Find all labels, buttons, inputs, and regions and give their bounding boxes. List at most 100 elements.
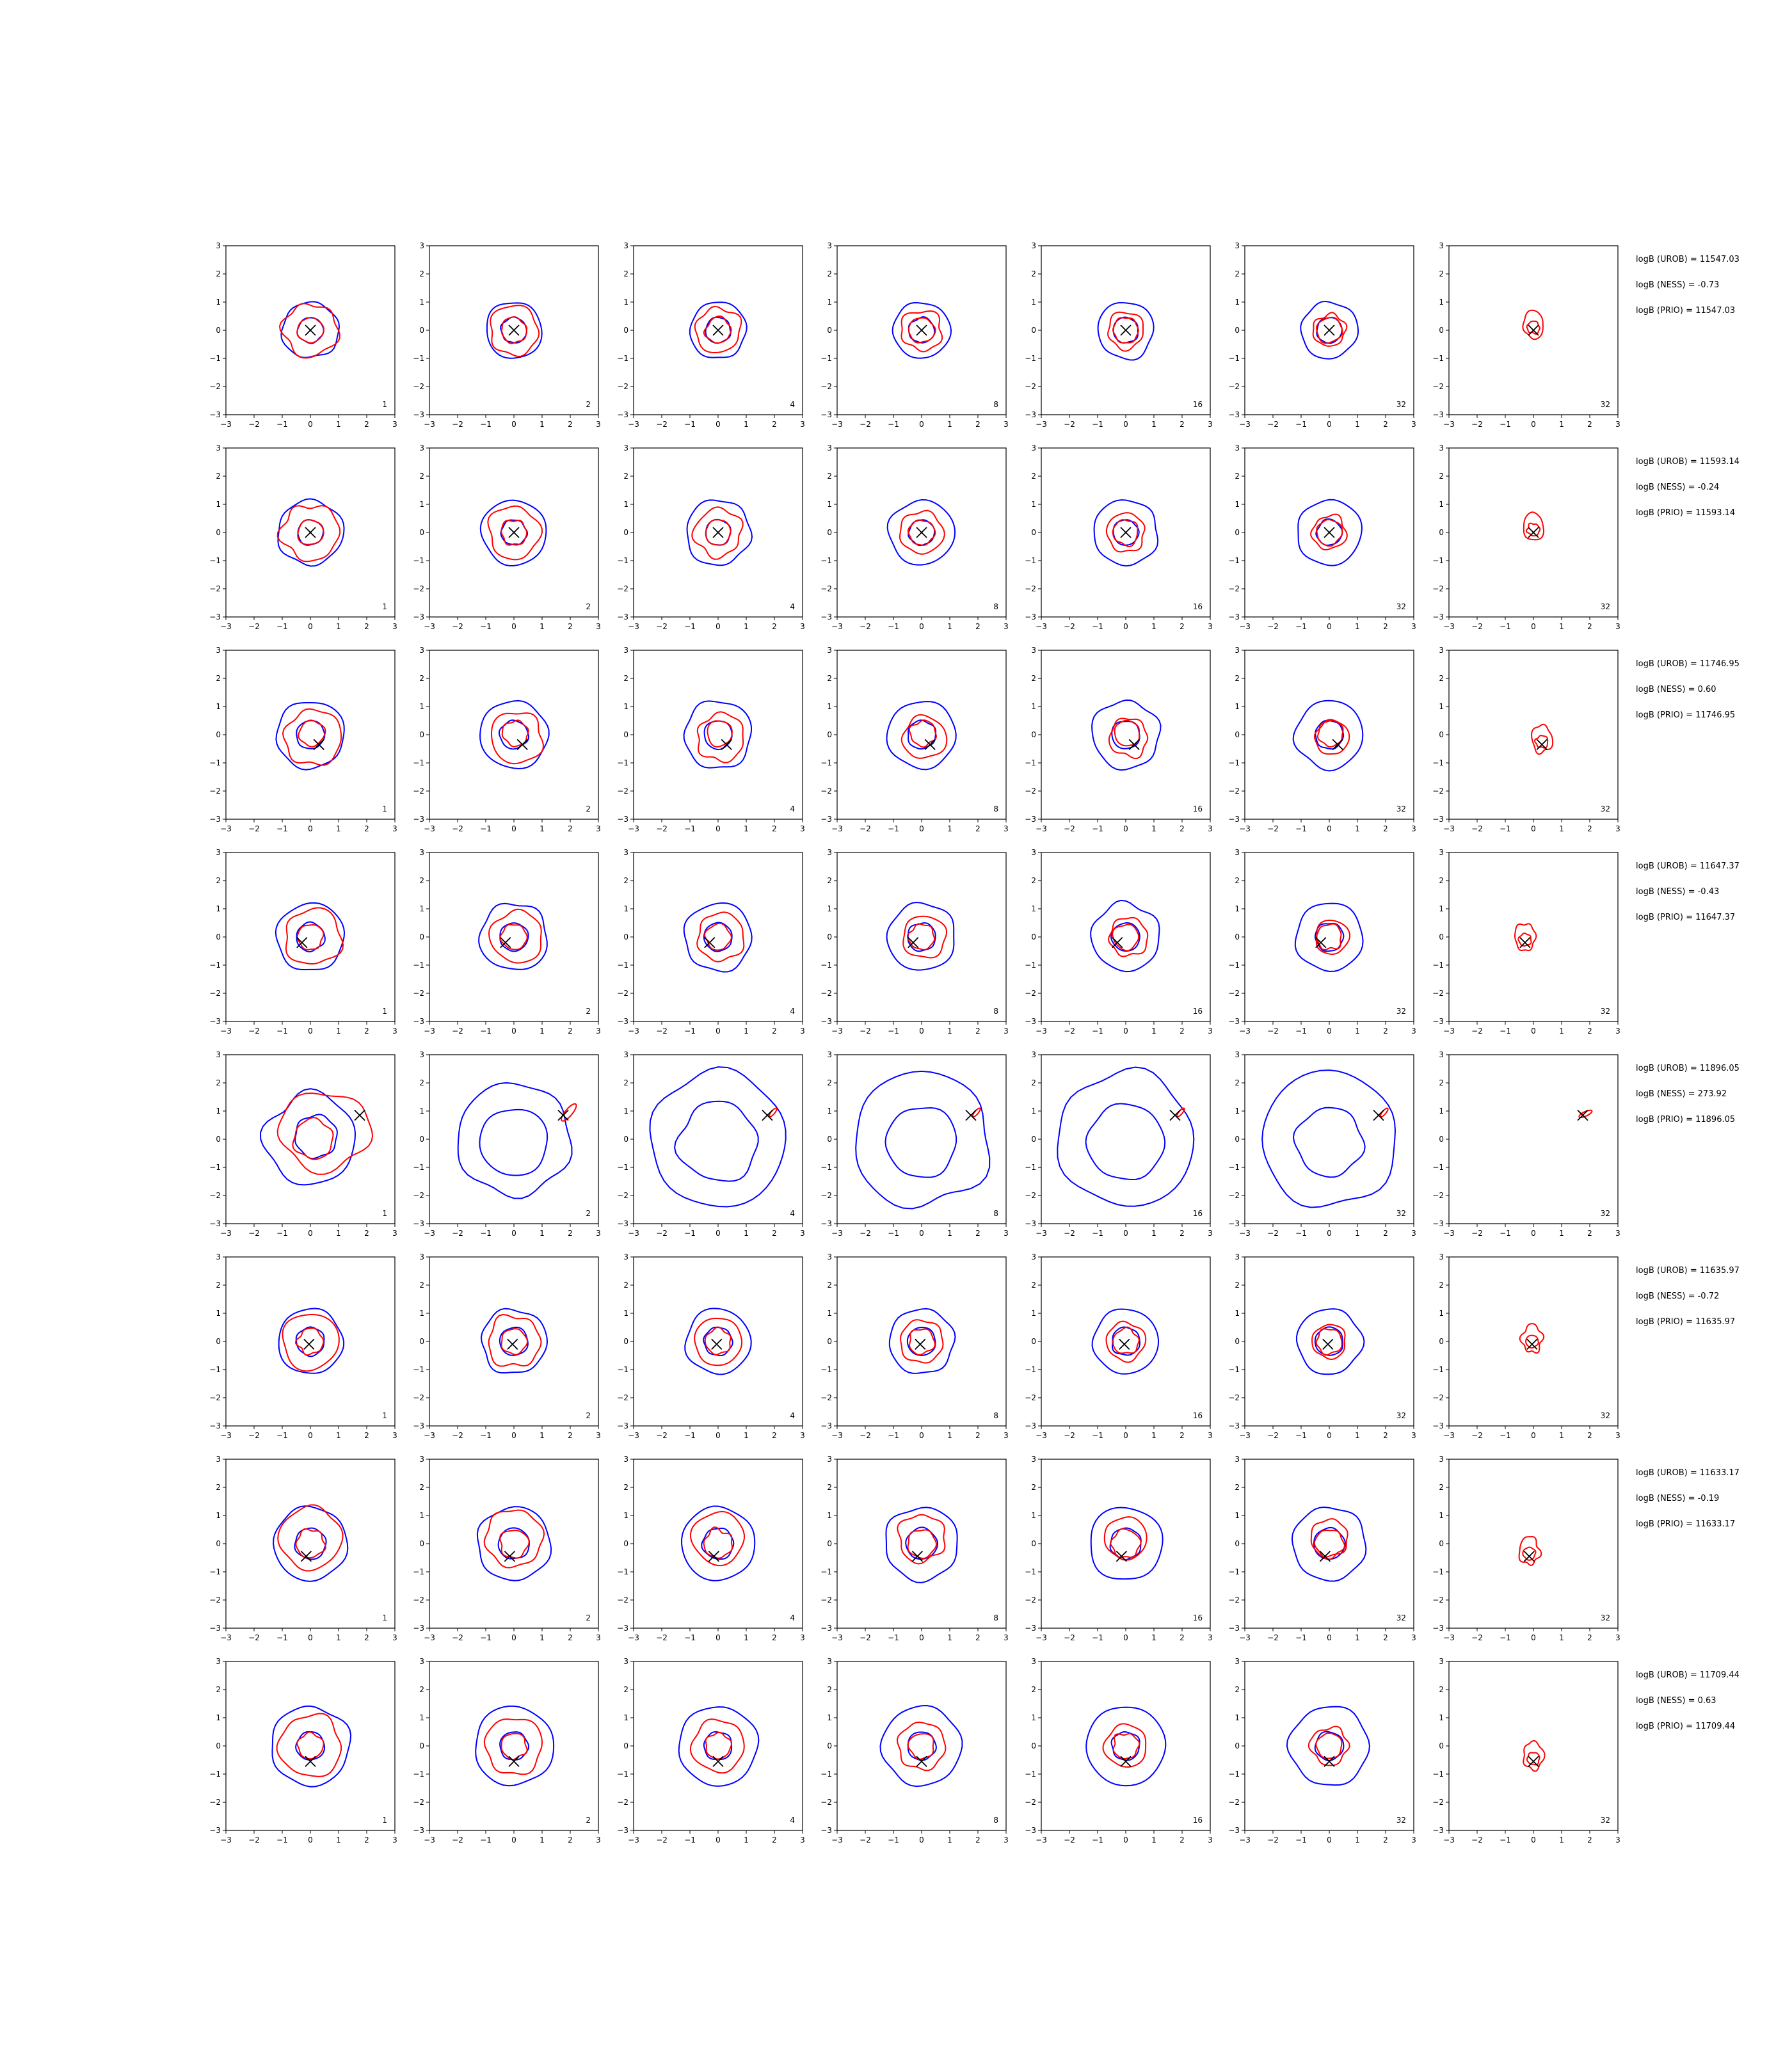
- x-tick-label: 3: [1004, 824, 1009, 833]
- x-tick-label: 1: [336, 1027, 341, 1036]
- y-tick-label: 2: [1439, 1078, 1444, 1087]
- x-tick-label: 1: [947, 1836, 952, 1844]
- y-tick-label: 2: [1031, 472, 1036, 481]
- true-value-marker: [1536, 739, 1548, 751]
- x-tick-label: −3: [1036, 1431, 1047, 1440]
- axes-frame: [1448, 1054, 1619, 1224]
- true-value-marker: [712, 1756, 724, 1767]
- contour-line: [1103, 1516, 1148, 1561]
- contour-line: [278, 303, 340, 359]
- axes-frame: [633, 852, 803, 1022]
- x-tick-label: −3: [220, 1633, 232, 1642]
- y-tick-label: −1: [1432, 354, 1444, 363]
- y-tick-label: 1: [1031, 702, 1036, 711]
- y-tick-label: 3: [1235, 1050, 1240, 1059]
- x-tick-label: 3: [1208, 420, 1213, 429]
- subplot-panel: −3 −2 −1 0 1 2 3 3 2 1 0 −1 −2 −3 16: [1025, 1455, 1213, 1642]
- y-tick-label: 3: [419, 848, 424, 857]
- x-tick-label: −1: [480, 1836, 492, 1844]
- y-tick-label: 2: [827, 1483, 832, 1492]
- y-tick-label: −2: [1228, 1191, 1240, 1200]
- subplot-panel: −3 −2 −1 0 1 2 3 3 2 1 0 −1 −2 −3 16: [1025, 1252, 1213, 1440]
- y-tick-label: 0: [419, 528, 424, 537]
- x-tick-label: −1: [480, 1431, 492, 1440]
- y-tick-label: −3: [617, 612, 628, 621]
- true-value-marker: [305, 324, 316, 336]
- x-tick-label: 2: [1383, 622, 1388, 631]
- x-tick-label: 0: [919, 1836, 924, 1844]
- y-tick-label: 1: [1439, 1511, 1444, 1520]
- x-tick-label: −1: [1092, 1027, 1103, 1036]
- x-tick-label: −2: [1267, 622, 1279, 631]
- contour-line: [703, 1326, 733, 1356]
- x-tick-label: 2: [568, 420, 573, 429]
- y-tick-label: 2: [1235, 1281, 1240, 1290]
- y-tick-label: −2: [617, 584, 628, 593]
- x-tick-label: −3: [1036, 1836, 1047, 1844]
- y-tick-label: 3: [623, 1050, 628, 1059]
- y-tick-label: 2: [1031, 1281, 1036, 1290]
- x-tick-label: −3: [628, 1027, 639, 1036]
- x-tick-label: −2: [656, 1836, 668, 1844]
- contour-line: [855, 1070, 991, 1210]
- panel-label: 4: [790, 804, 795, 813]
- y-tick-label: 2: [1439, 1483, 1444, 1492]
- y-tick-label: 1: [1031, 904, 1036, 913]
- x-tick-label: −1: [684, 1431, 696, 1440]
- y-tick-label: 2: [623, 1483, 628, 1492]
- contour-line: [1110, 1731, 1140, 1761]
- contour-line: [1090, 1507, 1164, 1580]
- contour-line: [1292, 1107, 1366, 1178]
- contour-line: [696, 911, 745, 963]
- contour-line: [490, 305, 540, 357]
- contour-line: [906, 923, 936, 950]
- x-tick-label: −2: [452, 420, 463, 429]
- x-tick-label: −3: [628, 622, 639, 631]
- y-tick-label: −1: [209, 758, 221, 767]
- y-tick-label: 1: [216, 500, 221, 509]
- x-tick-label: 0: [716, 1229, 721, 1238]
- contour-line: [886, 499, 956, 566]
- x-tick-label: 3: [1615, 1027, 1620, 1036]
- y-tick-label: −2: [1432, 1393, 1444, 1402]
- x-tick-label: −3: [1036, 824, 1047, 833]
- y-tick-label: −3: [209, 1017, 221, 1026]
- x-tick-label: 3: [1411, 1633, 1416, 1642]
- x-tick-label: −2: [1471, 1431, 1483, 1440]
- y-tick-label: 0: [623, 1337, 628, 1346]
- y-tick-label: −2: [820, 1393, 832, 1402]
- true-value-marker: [508, 324, 520, 336]
- x-tick-label: −3: [1443, 420, 1455, 429]
- x-tick-label: 1: [1559, 1027, 1564, 1036]
- axes-frame: [429, 650, 599, 820]
- y-tick-label: 1: [1235, 904, 1240, 913]
- x-tick-label: −2: [1471, 1027, 1483, 1036]
- x-tick-label: 2: [568, 1027, 573, 1036]
- x-tick-label: 2: [772, 824, 777, 833]
- y-tick-label: −2: [1025, 1191, 1036, 1200]
- y-tick-label: 3: [216, 1657, 221, 1666]
- subplot-panel: −3 −2 −1 0 1 2 3 3 2 1 0 −1 −2 −3 16: [1025, 1657, 1213, 1844]
- y-tick-label: 1: [1235, 1713, 1240, 1722]
- x-tick-label: 2: [772, 1633, 777, 1642]
- y-tick-label: 3: [216, 848, 221, 857]
- x-tick-label: 2: [1383, 1836, 1388, 1844]
- y-tick-label: 1: [1031, 1309, 1036, 1318]
- x-tick-label: −1: [1092, 1229, 1103, 1238]
- contour-line: [897, 1514, 946, 1565]
- subplot-panel: −3 −2 −1 0 1 2 3 3 2 1 0 −1 −2 −3 8: [820, 241, 1009, 429]
- x-tick-label: −1: [276, 420, 288, 429]
- y-tick-label: −3: [413, 612, 424, 621]
- y-tick-label: −3: [820, 410, 832, 419]
- y-tick-label: 0: [1439, 528, 1444, 537]
- contour-line: [1112, 1732, 1140, 1760]
- panel-label: 2: [586, 1816, 591, 1825]
- y-tick-label: −3: [820, 1826, 832, 1835]
- true-value-marker: [1119, 1338, 1130, 1350]
- x-tick-label: −2: [860, 1836, 871, 1844]
- x-tick-label: 2: [568, 824, 573, 833]
- y-tick-label: 0: [1235, 1539, 1240, 1548]
- x-tick-label: 2: [772, 1431, 777, 1440]
